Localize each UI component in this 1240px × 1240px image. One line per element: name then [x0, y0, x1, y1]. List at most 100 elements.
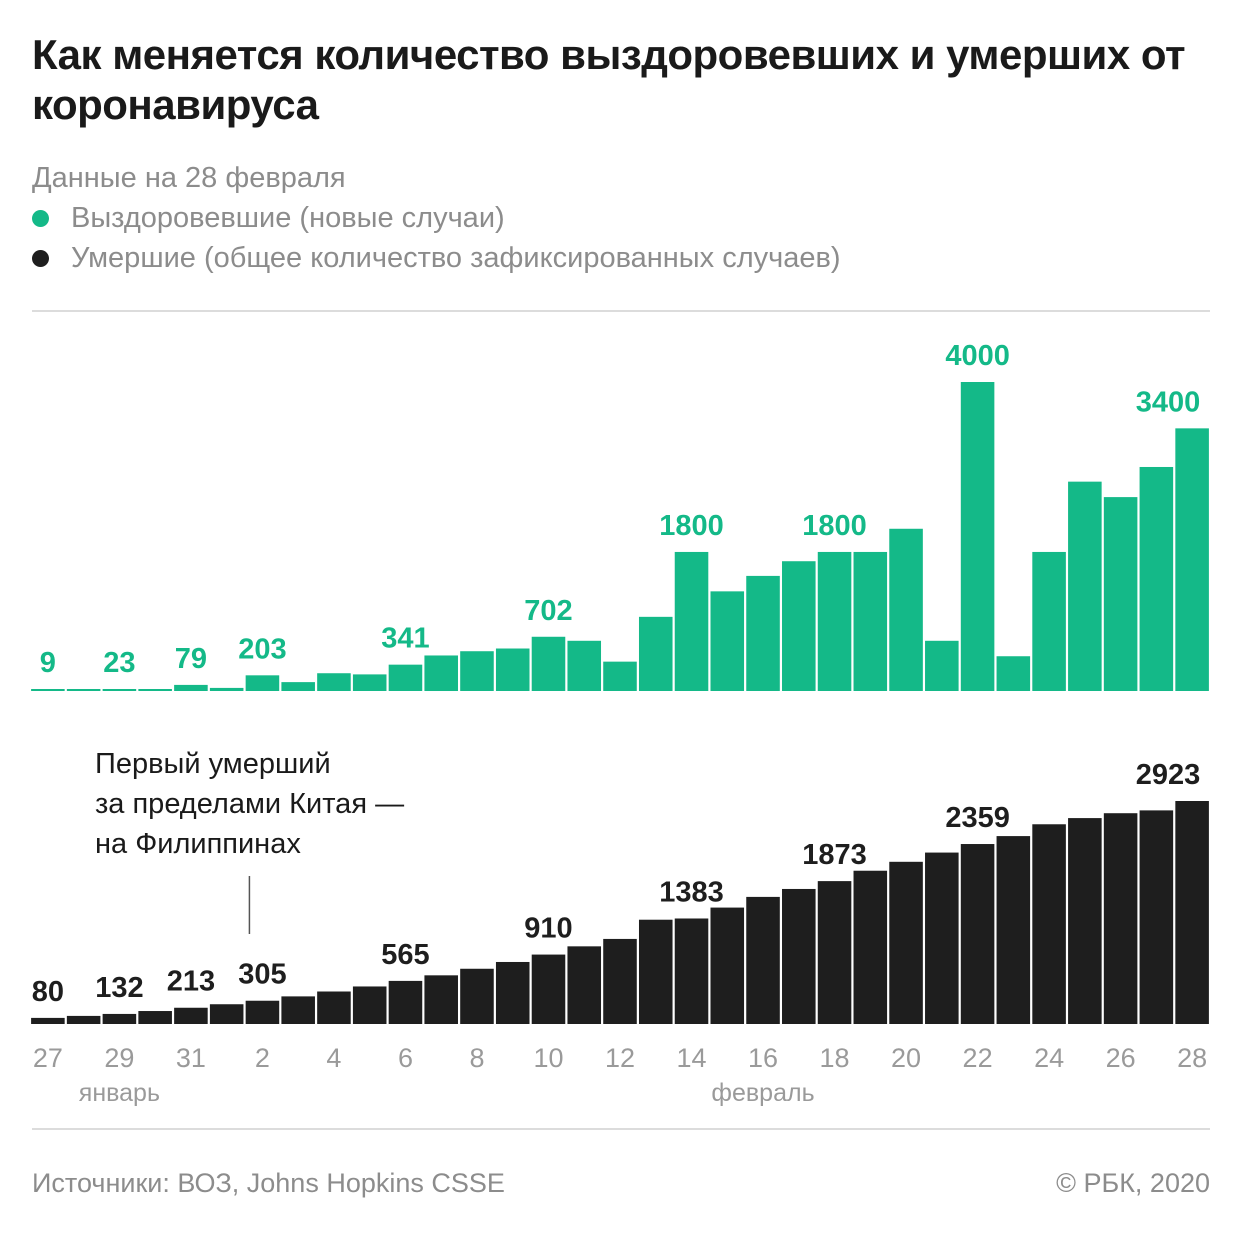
recovered-bar — [531, 636, 566, 691]
deaths-bar — [460, 968, 494, 1024]
x-tick-label: 8 — [469, 1043, 484, 1073]
deaths-bar — [567, 946, 602, 1024]
deaths-data-label: 80 — [32, 976, 64, 1008]
legend-swatch-recovered — [32, 209, 49, 227]
x-tick-label: 20 — [891, 1043, 921, 1073]
legend-label-deaths: Умершие (общее количество зафиксированны… — [71, 241, 841, 274]
deaths-bar — [960, 844, 995, 1024]
deaths-bar — [782, 888, 816, 1024]
legend-item-recovered: Выздоровевшие (новые случаи) — [32, 198, 841, 238]
deaths-bar — [1068, 818, 1102, 1024]
x-tick-label: 16 — [748, 1043, 778, 1073]
deaths-bar — [817, 881, 852, 1024]
recovered-bar — [1139, 466, 1174, 692]
deaths-bar — [746, 896, 780, 1024]
x-tick-label: 22 — [963, 1043, 993, 1073]
recovered-bar — [889, 528, 923, 691]
x-tick-label: 27 — [33, 1043, 63, 1073]
annotation-text: Первый умерший за пределами Китая — на Ф… — [95, 744, 404, 864]
deaths-bar — [1175, 801, 1209, 1024]
annotation-line: Первый умерший — [95, 748, 331, 780]
deaths-bar — [281, 996, 315, 1024]
recovered-bar — [925, 640, 959, 691]
deaths-data-label: 910 — [524, 913, 572, 945]
recovered-data-label: 4000 — [945, 340, 1010, 372]
recovered-bar — [638, 616, 673, 691]
x-tick-label: 10 — [533, 1043, 563, 1073]
recovered-bar — [710, 591, 745, 691]
recovered-bar — [102, 689, 137, 691]
recovered-bar — [1032, 551, 1066, 691]
deaths-bar — [424, 975, 458, 1024]
deaths-bar — [889, 861, 923, 1024]
recovered-bar — [424, 655, 458, 692]
recovered-bar — [209, 687, 244, 691]
x-tick-label: 2 — [255, 1043, 270, 1073]
recovered-bar — [245, 675, 280, 691]
deaths-bar — [710, 907, 745, 1024]
recovered-bar — [1068, 481, 1102, 691]
deaths-bar — [31, 1017, 65, 1024]
source-note: Источники: ВОЗ, Johns Hopkins CSSE — [32, 1168, 505, 1198]
recovered-bar — [352, 674, 387, 691]
chart-title: Как меняется количество выздоровевших и … — [32, 31, 1186, 128]
legend-item-deaths: Умершие (общее количество зафиксированны… — [32, 238, 841, 278]
recovered-bar — [1175, 428, 1209, 691]
deaths-bar — [352, 986, 387, 1024]
x-tick-label: 14 — [676, 1043, 706, 1073]
recovered-bar — [138, 689, 172, 691]
deaths-bar — [1032, 824, 1066, 1024]
recovered-data-label: 702 — [524, 595, 572, 627]
recovered-bar — [1103, 497, 1138, 691]
deaths-bar — [925, 852, 959, 1024]
recovered-bar — [460, 651, 494, 691]
chart-subtitle: Данные на 28 февраля — [32, 162, 346, 194]
annotation-line: на Филиппинах — [95, 828, 301, 860]
recovered-bar — [817, 551, 852, 691]
deaths-bar — [674, 918, 709, 1024]
recovered-data-label: 1800 — [659, 510, 724, 542]
recovered-data-label: 9 — [40, 647, 56, 679]
x-tick-label: 6 — [398, 1043, 413, 1073]
copyright: © РБК, 2020 — [1056, 1168, 1210, 1198]
legend: Выздоровевшие (новые случаи) Умершие (об… — [32, 198, 841, 278]
deaths-data-label: 565 — [381, 939, 429, 971]
recovered-bar — [960, 382, 995, 691]
deaths-bar — [1103, 813, 1138, 1024]
x-tick-label: 28 — [1177, 1043, 1207, 1073]
deaths-bar — [996, 836, 1031, 1024]
deaths-bar — [1139, 810, 1174, 1024]
x-tick-label: 26 — [1106, 1043, 1136, 1073]
recovered-bar — [567, 640, 602, 691]
x-tick-label: 18 — [820, 1043, 850, 1073]
x-tick-label: 31 — [176, 1043, 206, 1073]
recovered-data-label: 79 — [175, 643, 207, 675]
month-label: январь — [79, 1079, 160, 1107]
recovered-data-label: 23 — [103, 647, 135, 679]
deaths-bar — [138, 1011, 172, 1024]
deaths-bar — [317, 991, 351, 1024]
recovered-bar — [782, 561, 816, 691]
recovered-bar — [603, 661, 637, 691]
recovered-bar — [317, 673, 351, 691]
recovered-bar — [853, 551, 888, 691]
recovered-bar — [174, 684, 208, 691]
legend-label-recovered: Выздоровевшие (новые случаи) — [71, 201, 505, 234]
bottom-divider — [32, 1128, 1210, 1130]
deaths-data-label: 213 — [167, 966, 215, 998]
x-tick-label: 29 — [104, 1043, 134, 1073]
x-tick-label: 4 — [326, 1043, 341, 1073]
recovered-data-label: 3400 — [1136, 386, 1201, 418]
recovered-bar — [674, 551, 709, 691]
deaths-bar — [853, 870, 888, 1024]
recovered-bar — [746, 575, 780, 691]
deaths-data-label: 1873 — [802, 839, 867, 871]
deaths-bar — [638, 919, 673, 1024]
deaths-bar — [245, 1000, 280, 1024]
deaths-bar — [603, 938, 637, 1024]
deaths-bar — [388, 980, 423, 1024]
deaths-data-label: 132 — [95, 972, 143, 1004]
recovered-data-label: 1800 — [802, 510, 867, 542]
recovered-bar — [31, 689, 65, 691]
